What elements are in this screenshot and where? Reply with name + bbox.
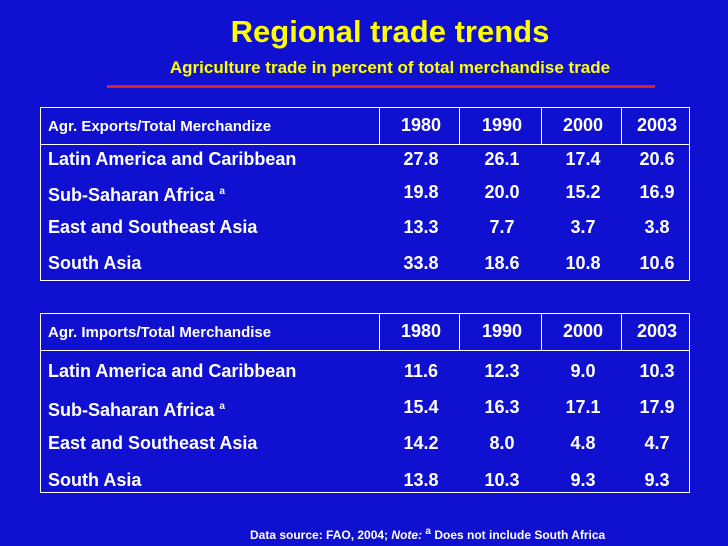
value-cell: 20.0 bbox=[484, 182, 520, 202]
value-cell: 17.1 bbox=[565, 397, 601, 417]
column-header: 1980 bbox=[400, 115, 442, 135]
value-cell: 16.9 bbox=[639, 182, 675, 202]
row-label-text: Sub-Saharan Africa bbox=[48, 400, 215, 420]
header-row bbox=[41, 314, 689, 351]
value-cell: 11.6 bbox=[403, 361, 439, 381]
row-label-text: East and Southeast Asia bbox=[48, 217, 258, 237]
column-header: 1990 bbox=[481, 321, 523, 341]
value-cell: 7.7 bbox=[489, 217, 515, 237]
divider bbox=[107, 85, 655, 88]
row-note-mark: a bbox=[219, 186, 225, 197]
column-divider bbox=[459, 108, 460, 144]
value-cell: 17.9 bbox=[639, 397, 675, 417]
row-label: Sub-Saharan Africa a bbox=[48, 396, 225, 421]
value-cell: 10.3 bbox=[484, 470, 520, 490]
value-cell: 14.2 bbox=[403, 433, 439, 453]
row-label: Sub-Saharan Africa a bbox=[48, 181, 225, 206]
row-label: East and Southeast Asia bbox=[48, 432, 257, 454]
value-cell: 10.6 bbox=[639, 253, 675, 273]
row-label: Latin America and Caribbean bbox=[48, 148, 296, 170]
column-divider bbox=[379, 108, 380, 144]
row-label: South Asia bbox=[48, 252, 141, 274]
column-divider bbox=[459, 314, 460, 350]
row-label-text: South Asia bbox=[48, 470, 142, 490]
row-label-text: South Asia bbox=[48, 253, 142, 273]
value-cell: 18.6 bbox=[484, 253, 520, 273]
value-cell: 3.7 bbox=[570, 217, 596, 237]
value-cell: 4.7 bbox=[644, 433, 670, 453]
subtitle: Agriculture trade in percent of total me… bbox=[169, 58, 611, 77]
value-cell: 26.1 bbox=[484, 149, 520, 169]
column-header: 2003 bbox=[636, 115, 678, 135]
value-cell: 13.3 bbox=[403, 217, 439, 237]
value-cell: 19.8 bbox=[403, 182, 439, 202]
column-divider bbox=[621, 108, 622, 144]
column-header: 1980 bbox=[400, 321, 442, 341]
column-divider bbox=[621, 314, 622, 350]
row-label: South Asia bbox=[48, 469, 141, 491]
column-header: 2003 bbox=[636, 321, 678, 341]
row-label-text: Sub-Saharan Africa bbox=[48, 185, 215, 205]
footer: Data source: FAO, 2004; Note: a Does not… bbox=[250, 526, 605, 542]
source: Data source: FAO, 2004; bbox=[250, 528, 389, 542]
value-cell: 9.3 bbox=[644, 470, 670, 490]
value-cell: 13.8 bbox=[403, 470, 439, 490]
column-header: 2000 bbox=[562, 321, 604, 341]
row-label-text: Latin America and Caribbean bbox=[48, 361, 297, 381]
row-label: Latin America and Caribbean bbox=[48, 360, 296, 382]
value-cell: 33.8 bbox=[403, 253, 439, 273]
table: Agr. Exports/Total Merchandize 1980 1990 20… bbox=[40, 107, 690, 281]
value-cell: 3.8 bbox=[644, 217, 670, 237]
row-label: East and Southeast Asia bbox=[48, 216, 257, 238]
value-cell: 27.8 bbox=[403, 149, 439, 169]
row-heading: Agr. Imports/Total Merchandise bbox=[48, 324, 272, 341]
value-cell: 9.3 bbox=[570, 470, 596, 490]
column-divider bbox=[541, 314, 542, 350]
note-text: Does not include South Africa bbox=[434, 528, 606, 542]
value-cell: 12.3 bbox=[484, 361, 520, 381]
value-cell: 8.0 bbox=[489, 433, 515, 453]
row-note-mark: a bbox=[219, 401, 225, 412]
row-heading: Agr. Exports/Total Merchandize bbox=[48, 118, 272, 135]
column-header: 1990 bbox=[481, 115, 523, 135]
value-cell: 16.3 bbox=[484, 397, 520, 417]
value-cell: 9.0 bbox=[570, 361, 596, 381]
note-label: Note: bbox=[391, 528, 423, 542]
value-cell: 4.8 bbox=[570, 433, 596, 453]
value-cell: 17.4 bbox=[565, 149, 601, 169]
column-divider bbox=[379, 314, 380, 350]
value-cell: 10.8 bbox=[565, 253, 601, 273]
note-mark: a bbox=[425, 526, 431, 537]
value-cell: 10.3 bbox=[639, 361, 675, 381]
title: Regional trade trends bbox=[230, 14, 550, 49]
value-cell: 20.6 bbox=[639, 149, 675, 169]
row-label-text: Latin America and Caribbean bbox=[48, 149, 297, 169]
value-cell: 15.4 bbox=[403, 397, 439, 417]
column-header: 2000 bbox=[562, 115, 604, 135]
header-row bbox=[41, 108, 689, 145]
table: Agr. Imports/Total Merchandise 1980 1990 20… bbox=[40, 313, 690, 493]
row-label-text: East and Southeast Asia bbox=[48, 433, 258, 453]
value-cell: 15.2 bbox=[565, 182, 601, 202]
column-divider bbox=[541, 108, 542, 144]
